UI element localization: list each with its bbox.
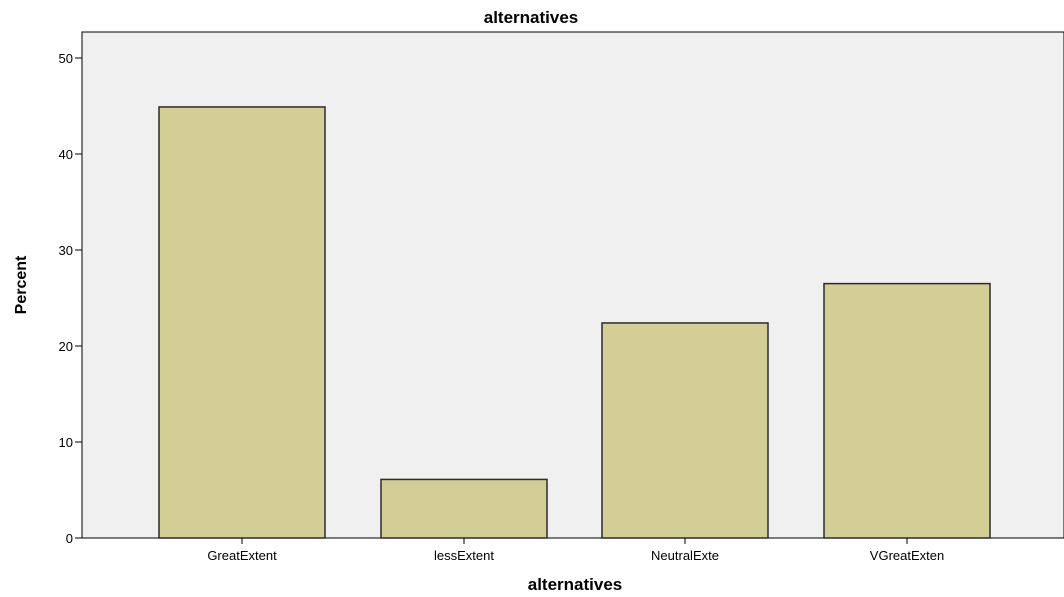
y-axis-ticks: 0 10 20 30 40 50 bbox=[59, 51, 82, 546]
x-tick-label: VGreatExten bbox=[870, 548, 944, 563]
x-tick-label: lessExtent bbox=[434, 548, 494, 563]
bar-VGreatExten bbox=[823, 282, 991, 539]
bar-lessExtent bbox=[380, 478, 548, 539]
y-axis-label: Percent bbox=[13, 255, 30, 314]
x-tick-label: GreatExtent bbox=[207, 548, 277, 563]
bar-NeutralExte bbox=[601, 322, 769, 539]
y-tick-label: 20 bbox=[59, 339, 73, 354]
y-tick-label: 10 bbox=[59, 435, 73, 450]
y-tick-label: 50 bbox=[59, 51, 73, 66]
x-tick-label: NeutralExte bbox=[651, 548, 719, 563]
y-tick-label: 0 bbox=[66, 531, 73, 546]
y-tick-label: 30 bbox=[59, 243, 73, 258]
x-axis-ticks: GreatExtent lessExtent NeutralExte VGreatEx… bbox=[207, 538, 944, 563]
bar-GreatExtent bbox=[158, 106, 326, 539]
chart-title: alternatives bbox=[484, 8, 579, 27]
y-tick-label: 40 bbox=[59, 147, 73, 162]
x-axis-label: alternatives bbox=[528, 575, 623, 594]
